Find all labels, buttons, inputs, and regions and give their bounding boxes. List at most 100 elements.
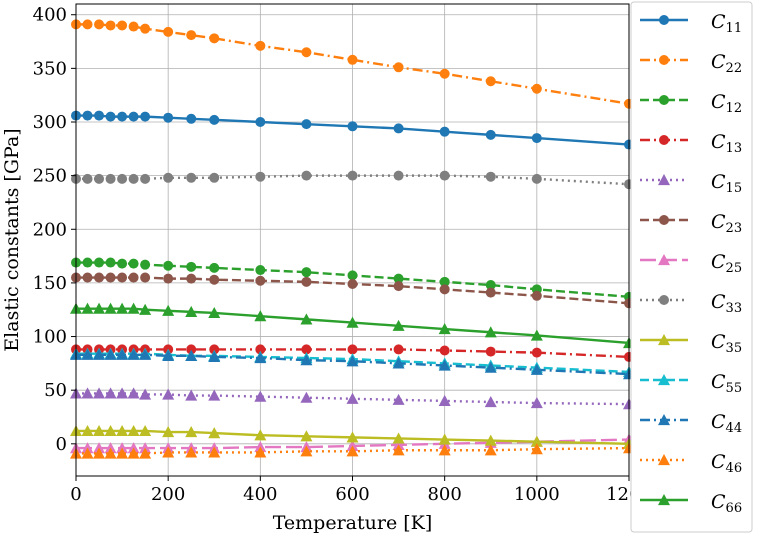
data-point-C13 (439, 345, 450, 356)
data-point-C46 (346, 445, 359, 457)
data-point-C23 (94, 272, 105, 283)
y-axis-title: Elastic constants [GPa] (1, 128, 23, 351)
data-point-C22 (439, 68, 450, 79)
data-point-C46 (81, 447, 94, 459)
data-point-C35 (392, 432, 405, 444)
data-point-C66 (484, 326, 497, 338)
legend-entry-C12: C12 (640, 91, 742, 116)
legend-entry-C15: C15 (640, 171, 742, 196)
data-point-C11 (94, 110, 105, 121)
legend-marker-C66 (658, 494, 670, 506)
data-point-C46 (162, 446, 175, 458)
legend-marker-C44 (658, 414, 670, 426)
data-point-C44 (93, 348, 106, 360)
data-point-C11 (105, 111, 116, 122)
data-point-C12 (94, 257, 105, 268)
data-point-C35 (127, 424, 140, 437)
data-point-C11 (209, 114, 220, 125)
data-point-C35 (116, 424, 129, 437)
legend-entry-C22: C22 (640, 51, 742, 76)
data-point-C23 (140, 272, 151, 283)
legend-entry-C66: C66 (640, 491, 742, 516)
data-point-C15 (484, 395, 497, 408)
legend-marker-C55 (658, 374, 670, 386)
data-point-C22 (209, 33, 220, 44)
data-point-C22 (347, 54, 358, 65)
legend-marker-C22 (659, 55, 669, 65)
data-point-C23 (117, 272, 128, 283)
legend-marker-C13 (659, 135, 669, 145)
data-point-C23 (186, 273, 197, 284)
y-tick-label: 200 (33, 219, 67, 240)
legend-label-C33: C33 (711, 291, 742, 316)
data-point-C44 (438, 359, 451, 371)
data-point-C12 (439, 276, 450, 287)
legend-marker-C46 (658, 454, 670, 466)
data-point-C22 (186, 30, 197, 41)
data-point-C12 (209, 262, 220, 273)
data-point-C12 (105, 257, 116, 268)
data-point-C12 (347, 270, 358, 281)
data-point-C66 (162, 304, 175, 316)
x-tick-label: 1000 (514, 484, 560, 505)
data-point-C46 (185, 446, 198, 458)
data-point-C46 (208, 446, 221, 458)
data-point-C33 (393, 170, 404, 181)
data-point-C46 (254, 446, 267, 458)
legend-entry-C25: C25 (640, 251, 742, 276)
legend-marker-C12 (659, 95, 669, 105)
data-point-C66 (208, 306, 221, 319)
data-point-C23 (255, 275, 266, 286)
series-line-C22 (76, 23, 630, 105)
data-point-C33 (82, 173, 93, 184)
data-point-C44 (392, 357, 405, 369)
data-point-C23 (393, 281, 404, 292)
data-point-C35 (208, 427, 221, 439)
plot-series (70, 19, 635, 459)
data-point-C66 (127, 302, 140, 314)
data-point-C11 (439, 126, 450, 137)
data-point-C33 (117, 173, 128, 184)
data-point-C11 (163, 112, 174, 123)
legend-entry-C46: C46 (640, 451, 742, 476)
data-point-C33 (209, 172, 220, 183)
data-point-C11 (128, 111, 139, 122)
data-point-C44 (530, 363, 543, 375)
data-point-C15 (93, 387, 106, 399)
legend-label-C44: C44 (711, 411, 742, 436)
data-point-C15 (254, 390, 267, 402)
data-point-C33 (128, 173, 139, 184)
data-point-C22 (94, 19, 105, 30)
data-point-C22 (485, 76, 496, 87)
data-point-C66 (438, 323, 451, 335)
data-point-C46 (484, 444, 497, 456)
data-point-C46 (438, 444, 451, 456)
data-point-C22 (393, 62, 404, 73)
data-point-C15 (127, 387, 140, 399)
data-point-C44 (300, 354, 313, 366)
series-C33 (71, 170, 634, 190)
data-point-C22 (140, 23, 151, 34)
data-point-C35 (484, 434, 497, 446)
legend-entry-C55: C55 (640, 371, 742, 396)
data-point-C46 (116, 447, 129, 459)
data-point-C44 (116, 348, 129, 360)
x-axis-title: Temperature [K] (273, 512, 433, 534)
data-point-C13 (255, 344, 266, 355)
data-point-C13 (186, 344, 197, 355)
data-point-C23 (301, 276, 312, 287)
data-point-C66 (104, 302, 117, 314)
legend-marker-C15 (658, 174, 670, 186)
data-point-C33 (347, 170, 358, 181)
data-point-C11 (140, 111, 151, 122)
data-point-C44 (254, 352, 267, 364)
data-point-C13 (209, 344, 220, 355)
x-tick-label: 200 (151, 484, 185, 505)
legend-entry-C33: C33 (640, 291, 742, 316)
legend-label-C13: C13 (711, 131, 742, 156)
data-point-C15 (208, 389, 221, 401)
series-line-C44 (76, 353, 630, 376)
data-point-C66 (392, 319, 405, 331)
data-point-C11 (485, 129, 496, 140)
data-point-C33 (140, 173, 151, 184)
